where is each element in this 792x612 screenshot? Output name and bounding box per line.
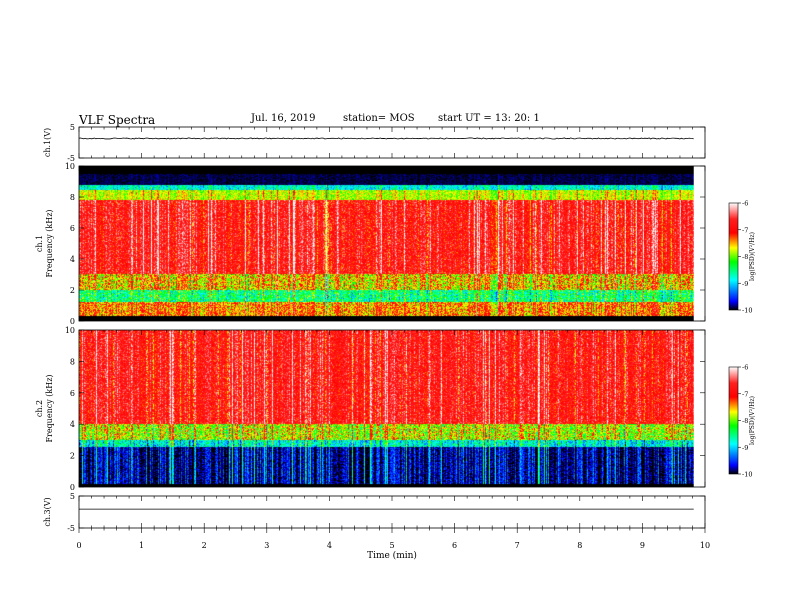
ch1-waveform-y-label: ch.1(V) <box>43 128 52 157</box>
colorbar-label: log(PSD)(V²/Hz) <box>749 232 756 281</box>
colorbar-tick-label: -7 <box>742 226 748 234</box>
ch3-waveform-y-label: ch.3(V) <box>43 497 52 526</box>
colorbar-1 <box>728 202 739 311</box>
colorbar-tick-label: -9 <box>742 444 748 452</box>
date-label: Jul. 16, 2019 <box>251 113 316 124</box>
ch1-spectrogram-y-label: Frequency (kHz) <box>45 209 54 277</box>
colorbar-tick-label: -10 <box>742 471 752 479</box>
ch2-spectrogram-y-label: ch.2 <box>35 400 44 417</box>
colorbar-tick-label: -8 <box>742 417 748 425</box>
colorbar-tick-label: -6 <box>742 364 748 372</box>
x-tick-label: 0 <box>76 541 81 550</box>
ch2-spectrogram-y-tick-label: 4 <box>70 420 75 429</box>
ch1-spectrogram-y-label: ch.1 <box>35 235 44 252</box>
ch1-waveform-y-tick-label: -5 <box>67 154 75 163</box>
ch2-spectrogram-y-tick-label: 8 <box>70 357 75 366</box>
ch2-spectrogram-y-tick-label: 10 <box>65 326 75 335</box>
ch1-spectrogram-y-tick-label: 6 <box>70 224 75 233</box>
x-axis-label: Time (min) <box>367 550 417 561</box>
x-tick-label: 2 <box>202 541 207 550</box>
x-tick-label: 6 <box>452 541 457 550</box>
x-tick-label: 5 <box>389 541 394 550</box>
ch2-spectrogram-y-tick-label: 2 <box>70 452 75 461</box>
x-tick-label: 9 <box>640 541 645 550</box>
colorbar-tick-label: -8 <box>742 253 748 261</box>
x-tick-label: 10 <box>700 541 710 550</box>
x-tick-label: 3 <box>264 541 269 550</box>
ch1-spectrogram-y-tick-label: 8 <box>70 193 75 202</box>
x-tick-label: 4 <box>327 541 332 550</box>
ch3-waveform-y-tick-label: 5 <box>70 492 75 501</box>
ch1-spectrogram-y-tick-label: 4 <box>70 255 75 264</box>
ch2-spectrogram-y-tick-label: 6 <box>70 389 75 398</box>
ch1-spectrogram-y-tick-label: 0 <box>70 317 75 326</box>
colorbar-tick-label: -7 <box>742 390 748 398</box>
ch1-waveform-trace <box>78 137 694 140</box>
x-tick-label: 7 <box>515 541 520 550</box>
x-tick-label: 8 <box>577 541 582 550</box>
colorbar-tick-label: -9 <box>742 280 748 288</box>
ch1-spectrogram-y-tick-label: 10 <box>65 162 75 171</box>
start-ut-label: start UT = 13: 20: 1 <box>438 113 540 124</box>
ch2-spectrogram-y-tick-label: 0 <box>70 483 75 492</box>
figure-title: VLF Spectra <box>79 113 156 127</box>
colorbar-2 <box>728 366 739 475</box>
colorbar-label: log(PSD)(V²/Hz) <box>749 396 756 445</box>
station-label: station= MOS <box>343 113 415 124</box>
ch1-spectrogram-image <box>79 166 694 321</box>
ch1-waveform-y-tick-label: 5 <box>70 123 75 132</box>
ch2-spectrogram-y-label: Frequency (kHz) <box>45 374 54 442</box>
colorbar-tick-label: -6 <box>742 200 748 208</box>
colorbar-tick-label: -10 <box>742 307 752 315</box>
ch1-spectrogram-y-tick-label: 2 <box>70 286 75 295</box>
ch2-spectrogram-image <box>79 330 694 487</box>
x-tick-label: 1 <box>139 541 144 550</box>
ch3-waveform-y-tick-label: -5 <box>67 524 75 533</box>
